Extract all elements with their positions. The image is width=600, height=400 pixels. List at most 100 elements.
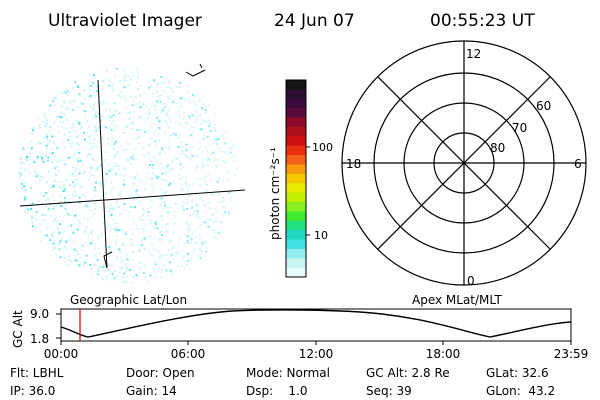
emission-speckle <box>75 150 78 153</box>
emission-speckle <box>145 113 148 116</box>
mlat-label: 60 <box>536 99 551 113</box>
emission-speckle <box>155 223 158 226</box>
emission-speckle <box>65 127 68 130</box>
emission-speckle <box>209 179 212 182</box>
emission-speckle <box>158 250 161 253</box>
emission-speckle <box>195 205 198 208</box>
emission-speckle <box>85 203 87 206</box>
timeline-x-tick: 12:00 <box>299 347 334 361</box>
emission-speckle <box>32 129 34 132</box>
emission-speckle <box>177 251 180 254</box>
emission-speckle <box>43 219 46 222</box>
emission-speckle <box>40 202 43 205</box>
emission-speckle <box>110 115 113 118</box>
emission-speckle <box>233 155 236 158</box>
emission-speckle <box>45 147 48 150</box>
emission-speckle <box>29 172 32 175</box>
emission-speckle <box>94 144 97 147</box>
emission-speckle <box>181 176 183 179</box>
emission-speckle <box>122 148 125 151</box>
emission-speckle <box>200 159 203 162</box>
emission-speckle <box>144 130 147 133</box>
emission-speckle <box>161 234 163 236</box>
emission-speckle <box>190 134 193 137</box>
emission-speckle <box>30 132 33 135</box>
emission-speckle <box>204 221 206 224</box>
emission-speckle <box>88 178 91 181</box>
emission-speckle <box>124 73 127 76</box>
emission-speckle <box>127 158 130 161</box>
emission-speckle <box>166 206 169 209</box>
emission-speckle <box>151 93 154 95</box>
emission-speckle <box>159 215 162 218</box>
emission-speckle <box>214 236 217 239</box>
emission-speckle <box>90 273 92 276</box>
emission-speckle <box>107 143 110 146</box>
emission-speckle <box>165 229 167 232</box>
emission-speckle <box>52 141 55 144</box>
color-scale-cell <box>286 192 306 203</box>
emission-speckle <box>194 242 197 245</box>
emission-speckle <box>139 84 142 87</box>
emission-speckle <box>89 242 92 245</box>
emission-speckle <box>53 121 56 124</box>
emission-speckle <box>39 154 42 157</box>
emission-speckle <box>182 118 185 120</box>
emission-speckle <box>170 182 173 185</box>
emission-speckle <box>196 118 199 121</box>
emission-speckle <box>197 147 200 150</box>
emission-speckle <box>129 238 132 241</box>
emission-speckle <box>77 160 80 163</box>
color-scale-cell <box>286 136 306 147</box>
emission-speckle <box>172 258 175 261</box>
emission-speckle <box>53 231 56 234</box>
emission-speckle <box>113 75 116 78</box>
emission-speckle <box>118 95 121 98</box>
emission-speckle <box>130 238 133 241</box>
emission-speckle <box>205 138 208 141</box>
emission-speckle <box>28 163 31 166</box>
emission-speckle <box>53 142 55 145</box>
emission-speckle <box>160 188 163 191</box>
emission-speckle <box>203 204 206 207</box>
emission-speckle <box>150 205 153 208</box>
emission-speckle <box>199 256 202 259</box>
emission-speckle <box>89 166 91 169</box>
emission-speckle <box>18 171 21 174</box>
emission-speckle <box>145 208 148 211</box>
emission-speckle <box>202 165 205 168</box>
emission-speckle <box>192 213 195 216</box>
emission-speckle <box>179 82 181 84</box>
emission-speckle <box>102 215 105 218</box>
emission-speckle <box>20 182 23 185</box>
emission-speckle <box>107 127 110 130</box>
emission-speckle <box>213 229 216 231</box>
emission-speckle <box>133 116 136 119</box>
emission-speckle <box>21 187 24 190</box>
emission-speckle <box>164 224 167 227</box>
emission-speckle <box>123 209 126 212</box>
emission-speckle <box>45 122 48 125</box>
emission-speckle <box>177 265 180 267</box>
emission-speckle <box>59 256 62 259</box>
emission-speckle <box>57 125 60 128</box>
emission-speckle <box>118 192 121 195</box>
emission-speckle <box>53 243 56 246</box>
emission-speckle <box>54 172 57 175</box>
emission-speckle <box>119 251 122 254</box>
emission-speckle <box>139 105 142 108</box>
emission-speckle <box>179 145 182 148</box>
emission-speckle <box>176 157 179 160</box>
emission-speckle <box>204 164 207 167</box>
emission-speckle <box>97 236 99 239</box>
emission-speckle <box>142 103 145 106</box>
emission-speckle <box>213 156 216 159</box>
emission-speckle <box>122 87 125 90</box>
emission-speckle <box>170 240 173 243</box>
emission-speckle <box>54 179 57 182</box>
emission-speckle <box>180 141 183 144</box>
emission-speckle <box>93 202 96 205</box>
emission-speckle <box>94 247 97 250</box>
emission-speckle <box>187 189 190 192</box>
